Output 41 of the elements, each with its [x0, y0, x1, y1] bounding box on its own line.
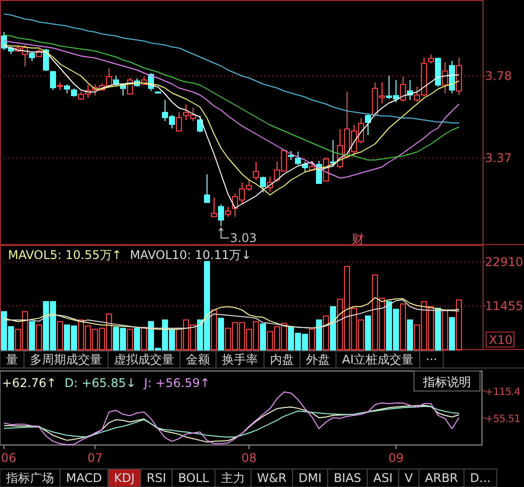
- y-tick-label: +115.4: [485, 387, 520, 398]
- text: X10: [489, 333, 512, 347]
- text: V: [404, 471, 414, 485]
- text: DMI: [298, 471, 322, 485]
- text: ARBR: [424, 471, 458, 485]
- text: ASI: [373, 471, 393, 485]
- x-tick-label: 06: [1, 451, 16, 465]
- x-tick-label: 08: [241, 451, 257, 465]
- text: KDJ: [114, 471, 135, 485]
- text: +62.76↑: [2, 376, 56, 390]
- text: 金额: [186, 352, 210, 366]
- y-tick-label: +55.51: [485, 414, 520, 425]
- annotation: 财: [352, 232, 364, 246]
- text: 内盘: [270, 352, 294, 366]
- text: AI立桩成交量: [342, 352, 414, 366]
- y-tick-label: 3.78: [485, 69, 512, 83]
- series-label: J: +56.59↑: [143, 376, 210, 390]
- y-tick-label: 22910: [485, 254, 524, 269]
- text: D: +65.85↓: [64, 376, 136, 390]
- y-tick-label: 3.37: [485, 151, 512, 165]
- text: 换手率: [222, 352, 258, 366]
- text: 主力: [220, 471, 245, 485]
- y-tick-label: 11455: [485, 298, 524, 313]
- text: BOLL: [178, 471, 210, 485]
- text: D...: [470, 471, 491, 485]
- text: BIAS: [334, 471, 362, 485]
- text: 多周期成交量: [30, 352, 102, 366]
- annotation: 3.03: [230, 231, 257, 245]
- x-tick-label: 07: [87, 451, 103, 465]
- text: 外盘: [306, 352, 330, 366]
- annotation: 指标说明: [422, 375, 471, 389]
- text: ···: [426, 352, 438, 366]
- text: MAVOL5: 10.55万↑: [8, 248, 122, 262]
- text: W&R: [256, 471, 287, 485]
- text: 指标广场: [5, 471, 54, 485]
- text: RSI: [146, 471, 166, 485]
- text: 虚拟成交量: [114, 352, 174, 366]
- text: MACD: [66, 471, 102, 485]
- text: 量: [6, 352, 18, 366]
- x-tick-label: 09: [388, 451, 404, 465]
- text: MAVOL10: 10.11万↓: [130, 248, 252, 262]
